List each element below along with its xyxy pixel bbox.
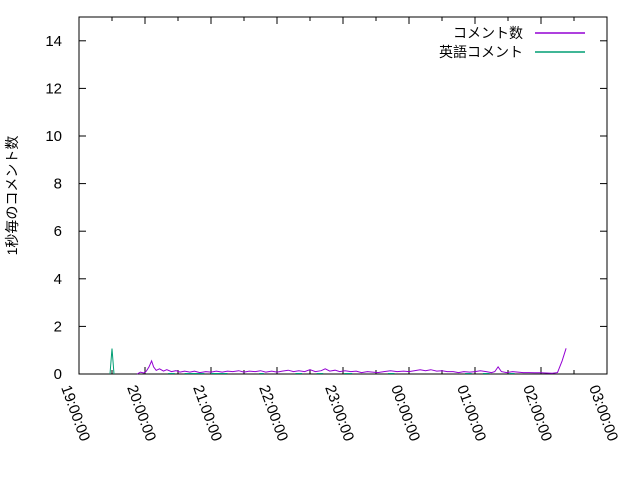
- x-tick-label: 20:00:00: [123, 383, 159, 444]
- legend-label-comment-count: コメント数: [453, 25, 523, 41]
- y-tick-label: 12: [45, 80, 62, 97]
- series-line-comment-count: [136, 348, 567, 375]
- y-tick-label: 0: [54, 366, 62, 383]
- y-tick-label: 4: [54, 271, 62, 288]
- x-tick-label: 19:00:00: [57, 383, 93, 444]
- x-tick-label: 23:00:00: [321, 383, 357, 444]
- y-axis-title: 1秒毎のコメント数: [4, 136, 20, 256]
- y-tick-label: 6: [54, 223, 62, 240]
- x-tick-label: 00:00:00: [387, 383, 423, 444]
- x-tick-label: 01:00:00: [453, 383, 489, 444]
- y-tick-label: 2: [54, 318, 62, 335]
- plot-border: [78, 16, 608, 375]
- x-tick-label: 21:00:00: [189, 383, 225, 444]
- x-tick-label: 02:00:00: [519, 383, 555, 444]
- x-tick-label: 03:00:00: [585, 383, 621, 444]
- y-tick-label: 10: [45, 128, 62, 145]
- y-tick-label: 8: [54, 176, 62, 193]
- legend-label-english-comments: 英語コメント: [439, 44, 523, 60]
- y-tick-label: 14: [45, 33, 62, 50]
- x-tick-label: 22:00:00: [255, 383, 291, 444]
- series-line-english-comments: [109, 348, 115, 375]
